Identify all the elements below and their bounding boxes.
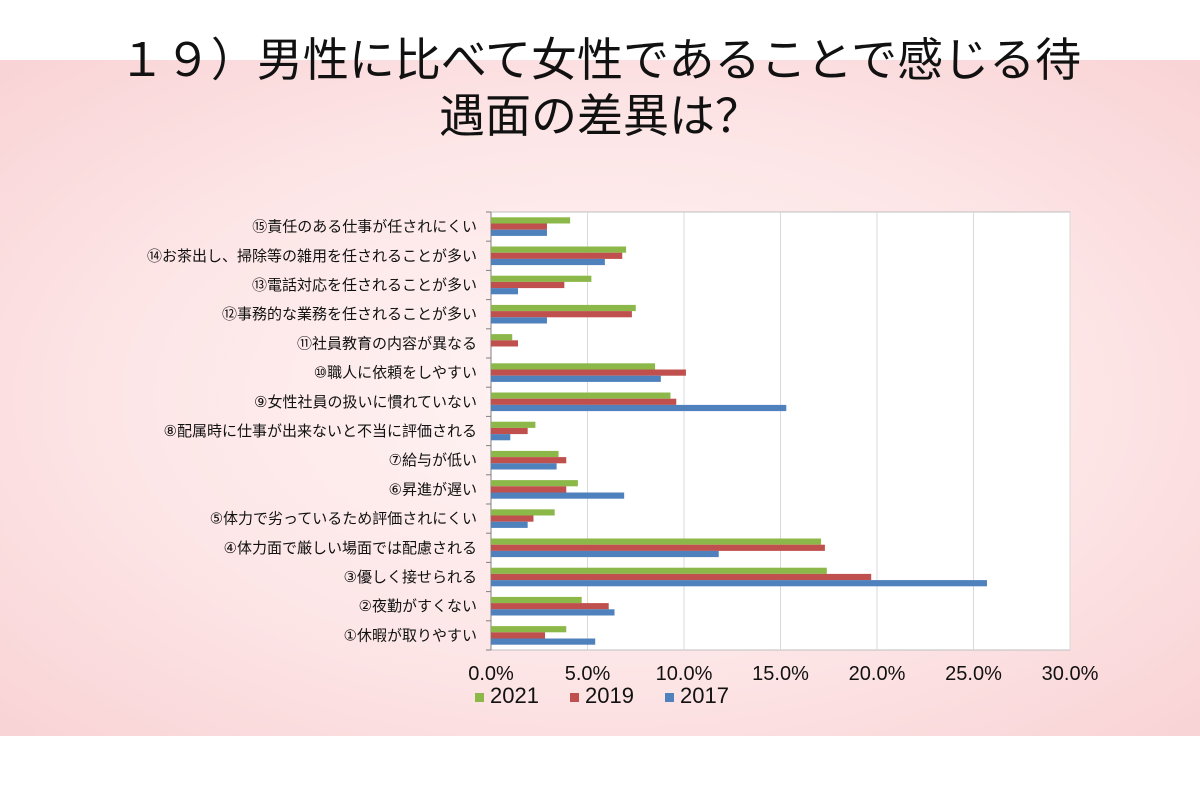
category-label: ⑤体力で劣っているため評価されにくい [210, 510, 477, 528]
category-label: ⑭お茶出し、掃除等の雑用を任されることが多い [147, 247, 477, 265]
bar-2021 [491, 334, 513, 341]
bar-2017 [491, 638, 596, 645]
category-label: ⑪社員教育の内容が異なる [297, 334, 477, 352]
bar-2017 [491, 317, 547, 324]
bar-2019 [491, 544, 825, 551]
bar-2021 [491, 246, 627, 253]
x-tick-label: 15.0% [752, 663, 809, 685]
bar-2019 [491, 632, 546, 639]
category-label: ⑫事務的な業務を任されることが多い [222, 305, 477, 323]
bar-2021 [491, 509, 555, 516]
bar-2019 [491, 369, 686, 376]
bar-2019 [491, 281, 565, 289]
category-label: ⑧配属時に仕事が出来ないと不当に評価される [164, 422, 477, 440]
bar-2019 [491, 223, 547, 230]
title-line-2: 遇面の差異は？ [439, 89, 761, 143]
bar-2019 [491, 603, 609, 610]
legend-swatch-2021 [475, 693, 484, 702]
bar-2017 [491, 550, 719, 558]
bar-2019 [491, 486, 567, 493]
x-tick-label: 10.0% [656, 663, 713, 685]
bar-2021 [491, 392, 671, 399]
bar-2021 [491, 450, 559, 458]
bar-2019 [491, 573, 872, 581]
legend-swatch-2017 [665, 693, 674, 702]
bar-2017 [491, 463, 557, 470]
x-tick-label: 25.0% [945, 663, 1002, 685]
bar-2017 [491, 258, 605, 266]
legend-label-2017: 2017 [680, 683, 729, 708]
category-label: ⑨女性社員の扱いに慣れていない [254, 393, 477, 411]
bar-2019 [491, 457, 567, 464]
bar-2019 [491, 427, 528, 435]
title-line-1: １９）男性に比べて女性であることで感じる待 [118, 33, 1082, 87]
bar-2021 [491, 596, 582, 604]
category-label: ⑩職人に依頼をしやすい [314, 364, 477, 382]
category-label: ③優しく接せられる [344, 568, 477, 586]
x-tick-label: 30.0% [1042, 663, 1099, 685]
bar-2017 [491, 404, 787, 412]
category-label: ①休暇が取りやすい [344, 626, 477, 644]
bar-2017 [491, 288, 519, 295]
bar-2017 [491, 580, 988, 587]
category-label: ②夜勤がすくない [359, 597, 477, 615]
bar-2021 [491, 421, 536, 428]
category-label: ⑦給与が低い [389, 451, 477, 469]
bar-2021 [491, 480, 578, 487]
bar-2021 [491, 217, 571, 224]
bar-2017 [491, 609, 615, 616]
bar-2017 [491, 375, 661, 382]
legend-swatch-2019 [570, 693, 579, 702]
bar-2019 [491, 398, 677, 405]
legend-label-2021: 2021 [490, 683, 539, 708]
bar-2021 [491, 275, 592, 282]
x-tick-label: 0.0% [468, 663, 514, 685]
bar-2021 [491, 538, 822, 545]
x-tick-label: 5.0% [565, 663, 611, 685]
bar-2019 [491, 252, 623, 259]
bar-2019 [491, 515, 534, 522]
bar-2019 [491, 340, 519, 347]
bar-2021 [491, 567, 827, 574]
category-label: ⑮責任のある仕事が任されにくい [252, 218, 477, 236]
x-tick-label: 20.0% [849, 663, 906, 685]
category-label: ④体力面で厳しい場面では配慮される [224, 539, 477, 557]
bar-2021 [491, 363, 656, 370]
category-label: ⑬電話対応を任されることが多い [252, 276, 477, 294]
bar-2017 [491, 434, 511, 441]
category-label: ⑥昇進が遅い [389, 480, 477, 498]
bar-2021 [491, 626, 567, 633]
bar-2017 [491, 229, 547, 236]
bar-2021 [491, 304, 636, 312]
legend-label-2019: 2019 [585, 683, 634, 708]
bar-2017 [491, 521, 528, 528]
bar-2017 [491, 492, 625, 499]
bar-2019 [491, 311, 632, 318]
